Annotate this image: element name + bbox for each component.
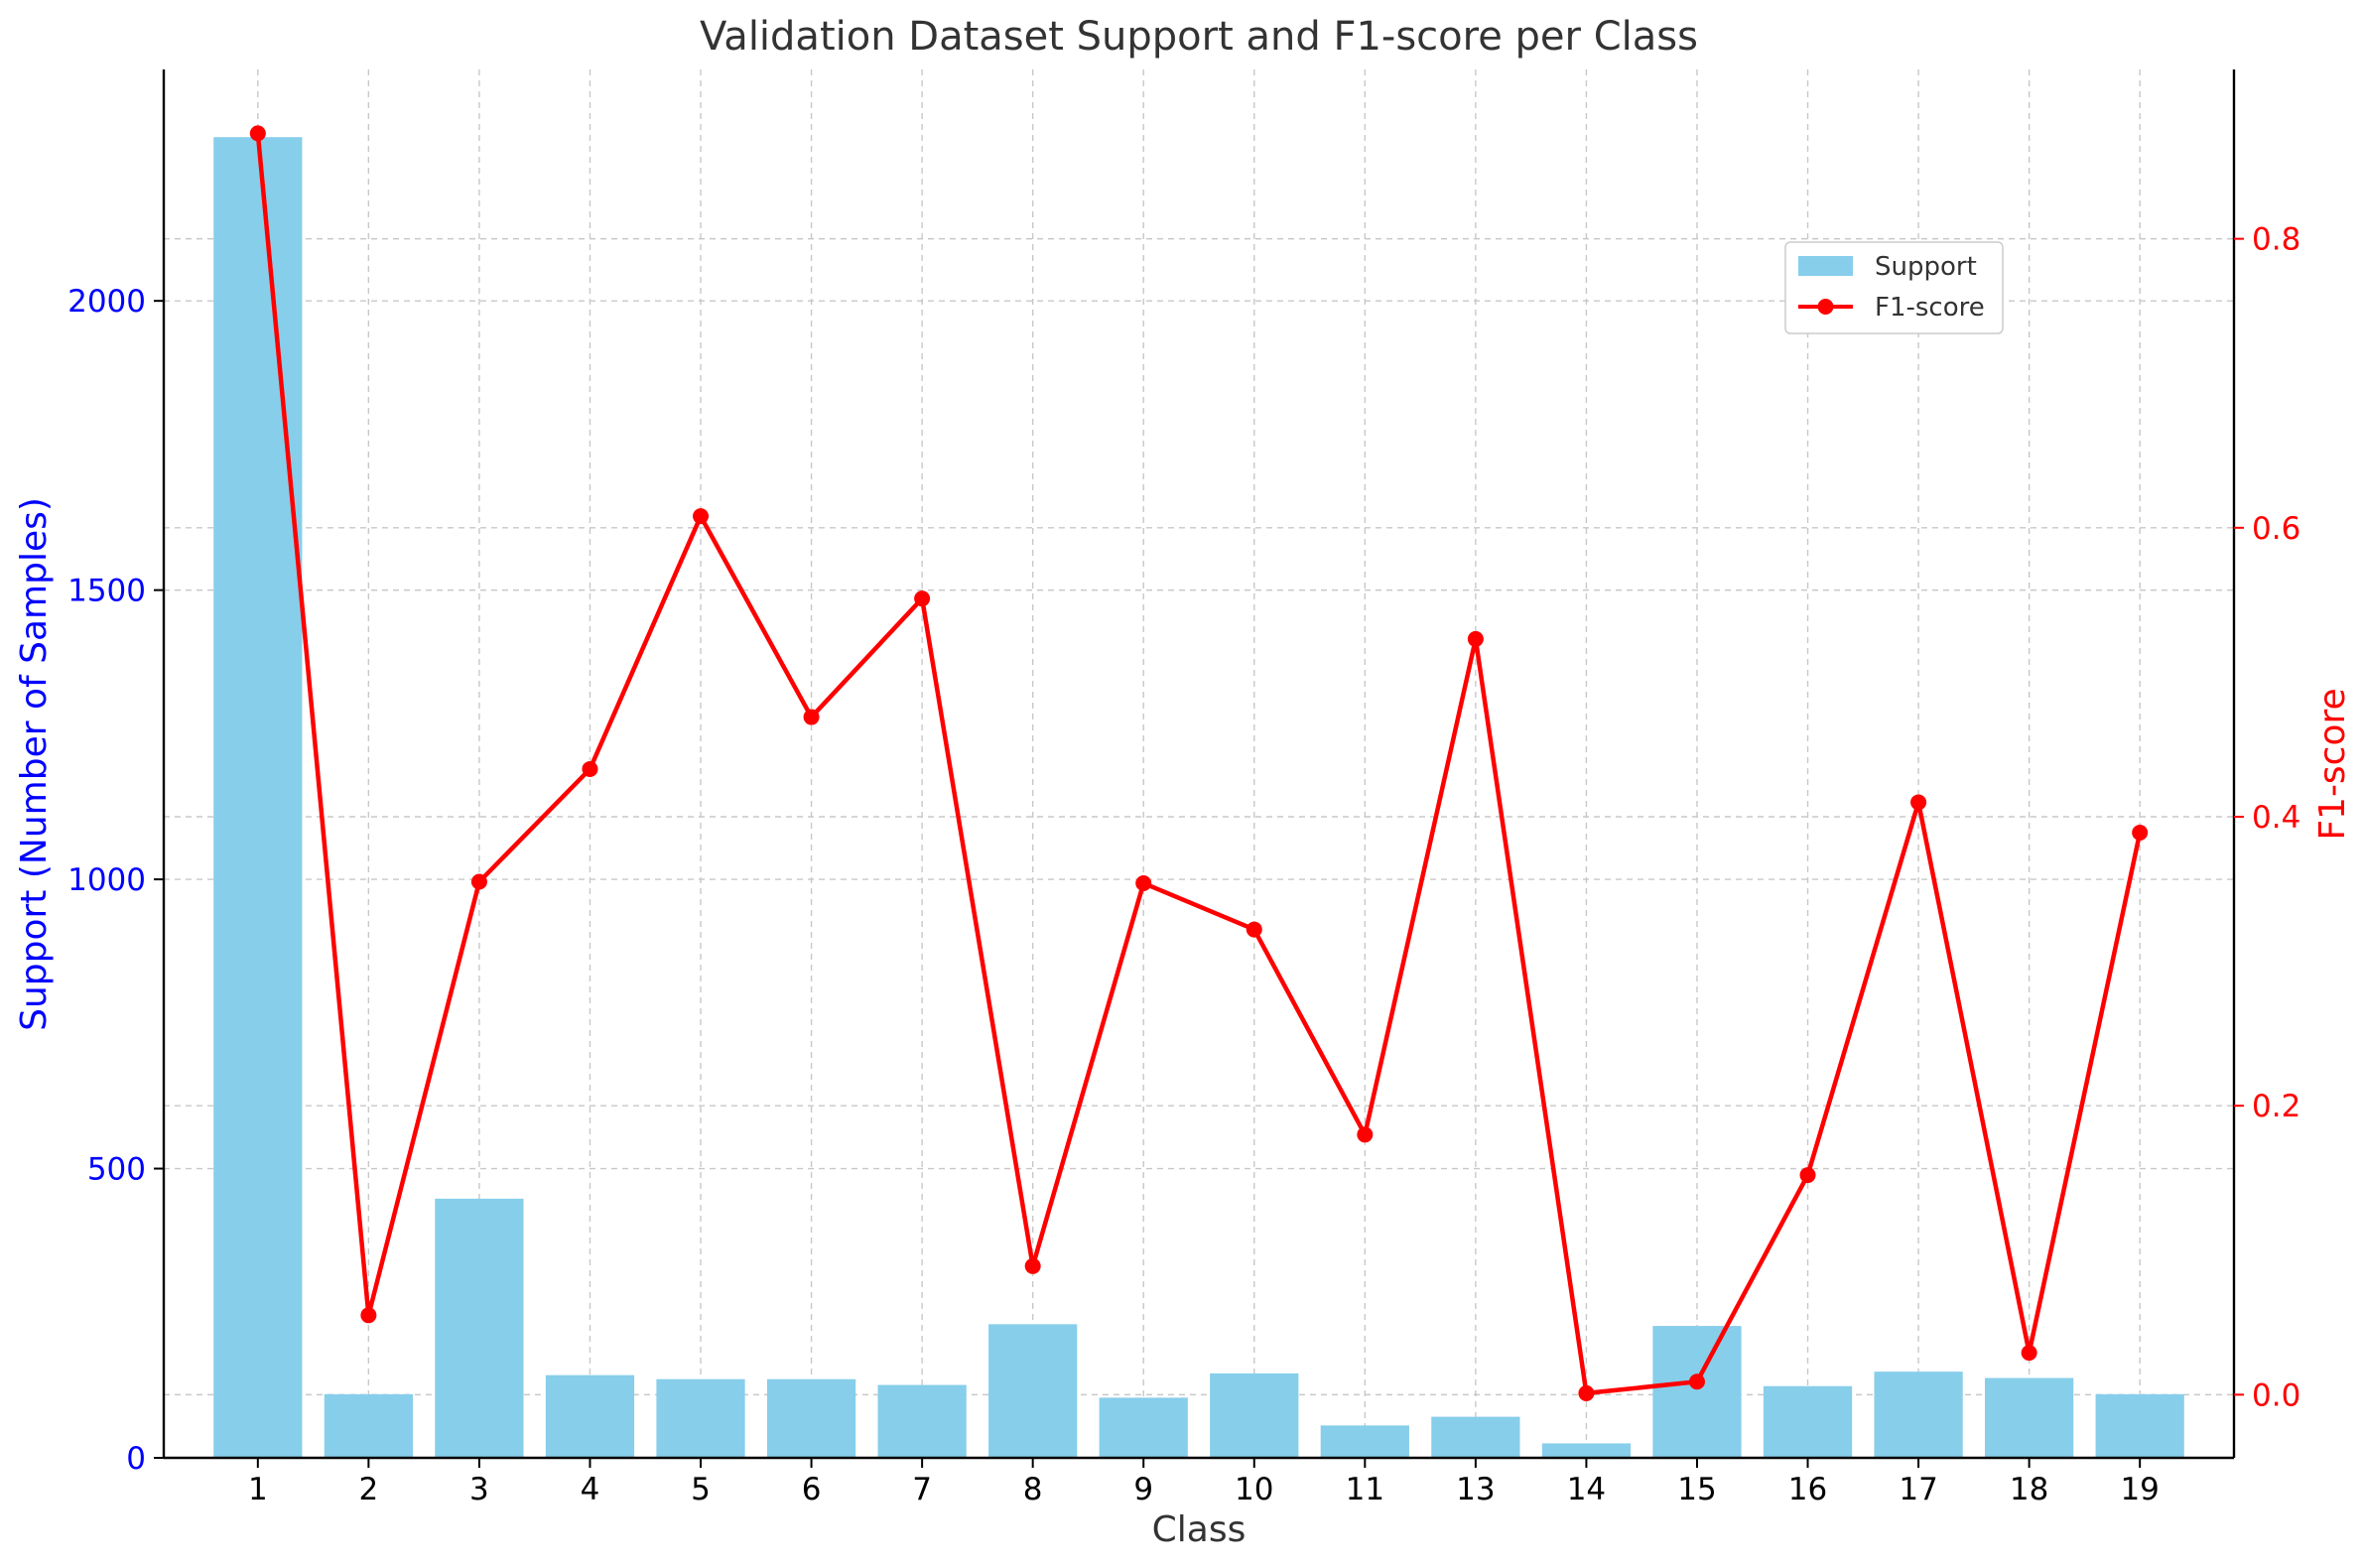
bars <box>213 137 2184 1458</box>
x-tick-label: 9 <box>1133 1472 1153 1507</box>
y-tick-label-right: 0.2 <box>2252 1089 2300 1124</box>
support-bar <box>1210 1372 1299 1458</box>
support-bar <box>656 1378 745 1458</box>
support-bar <box>1652 1326 1742 1458</box>
f1-point <box>1246 921 1262 938</box>
x-tick-label: 16 <box>1788 1472 1827 1507</box>
x-tick-label: 7 <box>912 1472 932 1507</box>
f1-point <box>360 1307 377 1324</box>
y-axis-label-right: F1-score <box>2312 688 2353 840</box>
legend-f1-label: F1-score <box>1875 293 1985 323</box>
axes <box>154 69 2244 1468</box>
x-tick-label: 3 <box>469 1472 489 1507</box>
f1-line <box>249 125 2149 1401</box>
f1-point <box>2021 1345 2037 1362</box>
f1-point <box>693 508 710 525</box>
support-bar <box>1874 1372 1963 1458</box>
x-tick-label: 8 <box>1023 1472 1043 1507</box>
x-tick-label: 10 <box>1235 1472 1273 1507</box>
support-bar <box>545 1374 635 1458</box>
x-tick-label: 5 <box>691 1472 711 1507</box>
f1-point <box>1688 1373 1705 1390</box>
f1-series-line <box>255 133 2143 1396</box>
x-tick-label: 14 <box>1567 1472 1606 1507</box>
legend: Support F1-score <box>1784 241 2004 334</box>
f1-point <box>582 760 598 777</box>
support-bar <box>2095 1393 2184 1458</box>
f1-point <box>470 873 487 890</box>
x-tick-label: 2 <box>359 1472 379 1507</box>
y-tick-label-left: 1000 <box>67 862 146 898</box>
support-bar <box>435 1198 524 1458</box>
y-tick-label-left: 2000 <box>67 284 146 320</box>
f1-point <box>249 125 266 142</box>
support-bar <box>213 137 303 1458</box>
y-tick-label-right: 0.0 <box>2252 1377 2300 1413</box>
support-bar <box>988 1324 1078 1458</box>
f1-point <box>1910 794 1927 811</box>
f1-point <box>1467 630 1484 647</box>
y-tick-label-left: 1500 <box>67 574 146 609</box>
f1-point <box>1799 1167 1816 1184</box>
x-tick-label: 6 <box>802 1472 822 1507</box>
support-bar <box>1541 1443 1632 1458</box>
support-bar <box>766 1378 856 1458</box>
y-tick-label-left: 0 <box>126 1441 146 1477</box>
f1-point <box>1135 874 1152 891</box>
x-tick-label: 17 <box>1899 1472 1937 1507</box>
x-tick-label: 11 <box>1346 1472 1384 1507</box>
support-bar <box>1763 1385 1853 1458</box>
f1-point <box>914 590 931 607</box>
x-axis-label: Class <box>1152 1509 1246 1550</box>
support-bar <box>877 1384 967 1458</box>
y-tick-label-left: 500 <box>87 1152 146 1188</box>
f1-point <box>1578 1384 1595 1401</box>
legend-support-label: Support <box>1875 252 1977 282</box>
y-tick-label-right: 0.6 <box>2252 511 2300 547</box>
y-tick-label-right: 0.4 <box>2252 800 2300 836</box>
legend-support-swatch <box>1798 256 1853 276</box>
f1-point <box>803 709 820 725</box>
support-bar <box>1099 1397 1188 1458</box>
f1-point <box>1357 1126 1374 1143</box>
y-axis-label-left: Support (Number of Samples) <box>14 497 55 1031</box>
support-bar <box>324 1393 413 1458</box>
f1-point <box>2132 825 2149 842</box>
x-tick-label: 13 <box>1456 1472 1495 1507</box>
f1-point <box>1024 1257 1041 1274</box>
support-bar <box>1985 1377 2074 1458</box>
support-bar <box>1431 1416 1520 1458</box>
tick-labels: 1 2 3 4 5 6 7 8 9 10 11 13 14 15 16 17 18 19 0 500 1000 1500 2… <box>67 222 2300 1507</box>
x-tick-label: 4 <box>581 1472 600 1507</box>
legend-f1-marker <box>1817 299 1834 315</box>
x-tick-label: 15 <box>1677 1472 1716 1507</box>
x-tick-label: 18 <box>2010 1472 2048 1507</box>
y-tick-label-right: 0.8 <box>2252 222 2300 258</box>
support-bar <box>1320 1425 1409 1458</box>
x-tick-label: 19 <box>2120 1472 2159 1507</box>
chart-title: Validation Dataset Support and F1-score … <box>700 14 1698 60</box>
x-tick-label: 1 <box>248 1472 268 1507</box>
